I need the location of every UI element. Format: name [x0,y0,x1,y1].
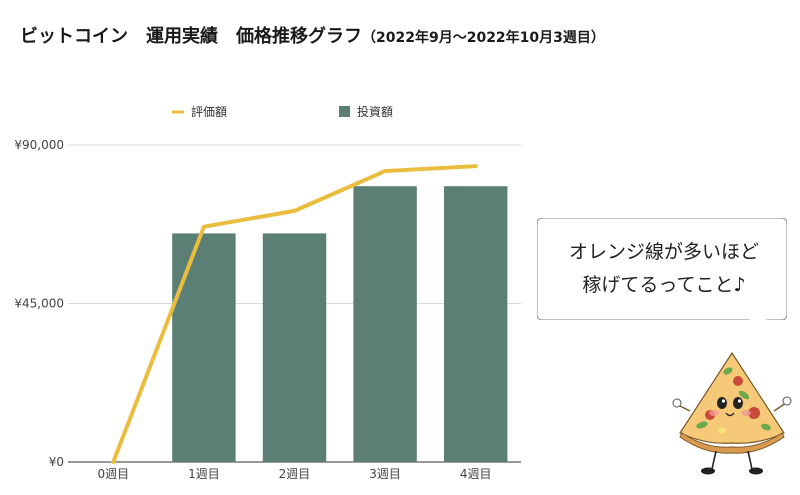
bar [353,186,417,462]
legend-bar-swatch [339,106,350,117]
bar [262,233,327,462]
chart-title-main: ビットコイン 運用実績 価格推移グラフ [20,26,362,47]
line-series [111,164,478,464]
x-tick-label: 2週目 [279,467,311,481]
speech-bubble-line-1: オレンジ線が多いほど [568,241,759,263]
x-tick-label: 0週目 [97,467,129,481]
chart-title: ビットコイン 運用実績 価格推移グラフ（2022年9月〜2022年10月3週目） [20,22,605,48]
bar-series [172,186,508,462]
y-tick-label: ¥45,000 [14,297,64,311]
bar [172,233,236,462]
legend-bar-label: 投資額 [357,104,393,119]
y-tick-label: ¥0 [49,455,64,469]
axis-ticks: ¥0 ¥45,000 ¥90,000 0週目 1週目 2週目 3週目 4週目 [14,138,491,481]
x-tick-label: 1週目 [188,467,220,481]
x-tick-label: 4週目 [460,467,492,481]
x-tick-label: 3週目 [369,467,401,481]
pizza-mascot-icon [672,351,792,475]
bar [443,186,508,462]
speech-bubble-line-2: 稼げてるってこと♪ [582,274,746,296]
chart-title-period: （2022年9月〜2022年10月3週目） [362,30,605,46]
speech-bubble-text: オレンジ線が多いほど 稼げてるってこと♪ [548,236,780,302]
speech-bubble [537,218,787,320]
y-tick-label: ¥90,000 [14,138,64,152]
legend: 評価額 投資額 [172,104,393,119]
legend-line-label: 評価額 [191,104,227,119]
